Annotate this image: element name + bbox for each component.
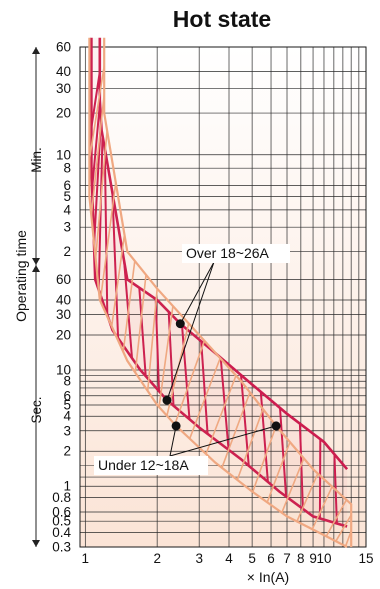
band-hatch — [110, 234, 126, 327]
band-hatch — [181, 325, 191, 420]
x-tick-label: 4 — [225, 551, 233, 566]
range-arrow — [32, 258, 40, 265]
y-tick-label: 4 — [63, 409, 71, 424]
band-hatch — [174, 340, 206, 425]
band-hatch — [94, 130, 108, 259]
band-hatch — [205, 375, 237, 455]
annotation-over-label: Over 18~26A — [186, 245, 270, 261]
x-tick-label: 8 — [297, 551, 305, 566]
band-hatch — [103, 148, 109, 316]
band-hatch — [344, 530, 352, 547]
annotation-bg — [94, 456, 208, 475]
annotation-leader — [166, 261, 215, 401]
x-tick-label: 9 — [309, 551, 317, 566]
y-tick-label: 2 — [63, 244, 71, 259]
y-tick-label: 30 — [56, 307, 71, 322]
annotation-under-label: Under 12~18A — [98, 457, 189, 473]
y-tick-label: 20 — [56, 328, 71, 343]
y-tick-label: 40 — [56, 64, 71, 79]
x-axis-label: × In(A) — [247, 569, 289, 585]
y-tick-label: 8 — [63, 374, 71, 389]
y-tick-label: 0.4 — [52, 525, 71, 540]
y-tick-label: 10 — [56, 363, 71, 378]
y-tick-label: 2 — [63, 444, 71, 459]
y-tick-label: 6 — [63, 178, 71, 193]
y-axis: 6040302010865432604030201086543210.80.60… — [29, 40, 71, 555]
band-hatch — [200, 341, 209, 434]
marker-point — [162, 395, 172, 405]
band-hatch — [158, 305, 174, 408]
plot-frame — [79, 46, 367, 548]
annotation-leader — [169, 425, 277, 457]
y-tick-label: 0.5 — [52, 514, 71, 529]
y-tick-label: 3 — [63, 220, 71, 235]
band-hatch — [138, 287, 147, 377]
annotation-leader — [169, 425, 177, 457]
y-axis-label: Operating time — [13, 230, 29, 322]
band-hatch — [266, 441, 291, 503]
band-hatch — [154, 298, 160, 392]
band-hatch — [251, 425, 277, 493]
annotations: Over 18~26A Under 12~18A — [94, 244, 290, 475]
band-hatch — [111, 192, 120, 339]
band-hatch — [296, 473, 319, 522]
band-hatch — [97, 135, 104, 290]
band-area — [89, 37, 352, 547]
x-tick-label: 5 — [248, 551, 256, 566]
y-tick-label: 5 — [63, 189, 71, 204]
y-tick-label: 10 — [56, 147, 71, 162]
annotation-leader — [179, 261, 215, 324]
minutes-label: Min. — [29, 147, 44, 173]
band-hatch — [279, 407, 288, 497]
band-hatch — [90, 94, 105, 216]
marker-point — [171, 421, 181, 431]
y-tick-label: 0.8 — [52, 490, 71, 505]
seconds-label: Sec. — [29, 396, 44, 423]
marker-point — [175, 319, 185, 329]
y-tick-label: 40 — [56, 293, 71, 308]
marker-point — [271, 421, 281, 431]
x-tick-label: 10 — [316, 551, 331, 566]
band-hatch — [134, 274, 147, 373]
band-hatch — [236, 408, 264, 481]
band-hatch — [90, 71, 101, 128]
chart-title: Hot state — [173, 6, 271, 32]
y-tick-label: 0.6 — [52, 505, 71, 520]
band-hatch — [88, 65, 105, 160]
x-tick-label: 2 — [153, 551, 161, 566]
band-hatch — [221, 392, 251, 469]
band-hatch — [335, 514, 352, 542]
y-tick-label: 60 — [56, 40, 71, 55]
band-hatch — [146, 288, 158, 392]
y-tick-label: 60 — [56, 272, 71, 287]
annotation-bg — [182, 244, 290, 263]
x-tick-label: 7 — [283, 551, 291, 566]
range-arrow — [32, 47, 40, 54]
band-hatch — [325, 499, 348, 537]
y-tick-label: 4 — [63, 202, 71, 217]
y-tick-label: 5 — [63, 398, 71, 413]
y-tick-label: 6 — [63, 388, 71, 403]
band-hatch — [122, 260, 136, 352]
y-tick-label: 1 — [63, 479, 71, 494]
y-tick-label: 3 — [63, 423, 71, 438]
x-tick-label: 15 — [358, 551, 373, 566]
x-tick-label: 3 — [195, 551, 203, 566]
y-tick-label: 30 — [56, 81, 71, 96]
range-arrow — [32, 265, 40, 272]
range-arrow — [32, 540, 40, 547]
band-hatch — [99, 182, 117, 302]
y-tick-label: 20 — [56, 106, 71, 121]
x-axis: 1 2 3 4 5 6 7 8 9 10 15 — [82, 551, 374, 566]
band-hatch — [281, 458, 305, 514]
x-tick-label: 1 — [82, 551, 90, 566]
x-tick-label: 6 — [267, 551, 275, 566]
y-tick-label: 0.3 — [52, 540, 71, 555]
band-hatch — [91, 102, 101, 189]
band-hatch — [311, 486, 333, 530]
y-tick-label: 8 — [63, 161, 71, 176]
band-hatch — [188, 357, 221, 439]
